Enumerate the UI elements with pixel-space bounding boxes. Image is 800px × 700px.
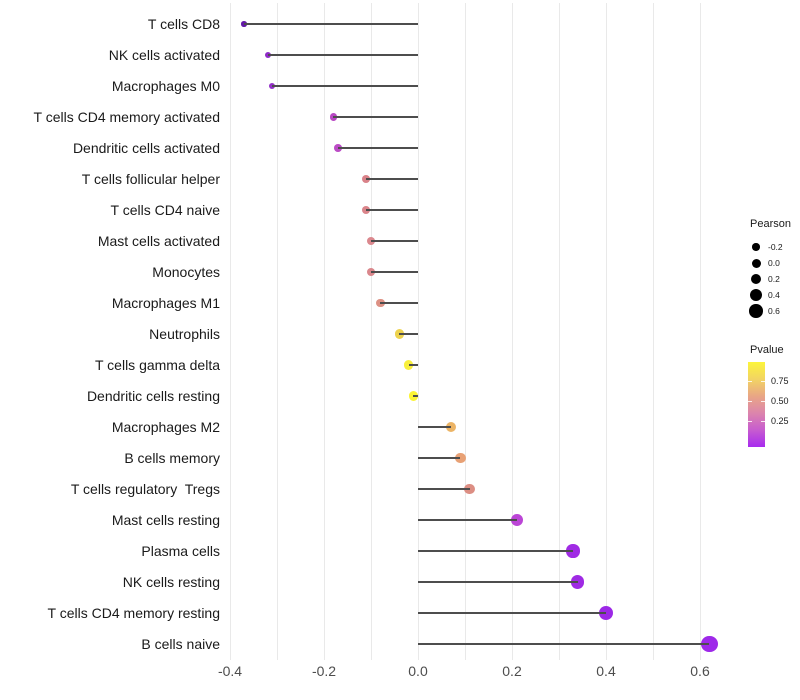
category-label: T cells gamma delta [94, 357, 220, 373]
lollipop-stem [371, 271, 418, 273]
colorbar [748, 362, 765, 447]
lollipop-dot [264, 51, 271, 59]
lollipop-dot [599, 606, 613, 620]
lollipop-stem [418, 612, 606, 614]
category-label: Monocytes [152, 264, 220, 280]
colorbar-tick-label: 0.25 [771, 416, 789, 427]
x-tick-label: -0.2 [311, 663, 337, 679]
lollipop-stem [413, 395, 418, 397]
lollipop-dot [701, 635, 718, 653]
lollipop-stem [418, 519, 517, 521]
lollipop-stem [371, 240, 418, 242]
lollipop-dot [510, 514, 523, 526]
category-label: Plasma cells [141, 543, 220, 559]
colorbar-tick-label: 0.75 [771, 376, 789, 387]
gridline [323, 3, 325, 660]
pvalue-colorbar-legend: Pvalue 0.75 0.50 0.25 [744, 344, 800, 456]
colorbar-tick [748, 401, 752, 403]
gridline [699, 3, 701, 660]
lollipop-stem [418, 550, 574, 552]
lollipop-dot [362, 205, 371, 215]
x-tick-label: -0.4 [217, 663, 243, 679]
colorbar-tick [761, 421, 765, 423]
category-label: Dendritic cells resting [86, 388, 220, 404]
legend-size-label: 0.4 [768, 290, 780, 300]
colorbar-tick [761, 381, 765, 383]
legend-size-label: 0.6 [768, 306, 780, 316]
legend-size-label: 0.2 [768, 274, 780, 284]
gridline [417, 3, 419, 660]
lollipop-dot [408, 391, 419, 401]
category-label: T cells follicular helper [81, 171, 220, 187]
category-label: Macrophages M2 [111, 419, 220, 435]
lollipop-stem [399, 333, 418, 335]
x-tick-label: 0.6 [690, 663, 710, 679]
lollipop-stem [418, 643, 710, 645]
lollipop-stem [366, 209, 418, 211]
category-label: Neutrophils [149, 326, 220, 342]
lollipop-stem [244, 23, 418, 25]
category-label: Macrophages M1 [111, 295, 220, 311]
lollipop-stem [272, 85, 418, 87]
gridline [229, 3, 231, 660]
category-label: T cells CD8 [147, 16, 220, 32]
category-label: Dendritic cells activated [72, 140, 220, 156]
legend-title-pvalue: Pvalue [750, 344, 784, 356]
gridline [511, 3, 513, 660]
category-label: T cells CD4 memory activated [33, 109, 220, 125]
colorbar-tick [761, 401, 765, 403]
lollipop-stem [418, 488, 470, 490]
pearson-size-legend: Pearson -0.2 0.0 0.2 0.4 0.6 [744, 218, 800, 328]
legend-size-label: -0.2 [768, 242, 783, 252]
legend-size-dot [750, 289, 762, 301]
legend-size-dot [750, 273, 762, 285]
category-label: T cells regulatory Tregs [70, 481, 220, 497]
lollipop-stem [418, 581, 578, 583]
category-label: T cells CD4 memory resting [47, 605, 220, 621]
lollipop-stem [267, 54, 418, 56]
lollipop-dot [241, 21, 247, 27]
category-label: B cells memory [124, 450, 220, 466]
lollipop-stem [333, 116, 418, 118]
colorbar-tick [748, 381, 752, 383]
lollipop-stem [418, 426, 451, 428]
legend-size-dot [752, 243, 760, 251]
lollipop-dot [329, 113, 338, 121]
legend-title-pearson: Pearson [750, 218, 791, 230]
gridline [558, 3, 560, 660]
lollipop-dot [362, 174, 371, 184]
colorbar-tick-label: 0.50 [771, 396, 789, 407]
x-tick-label: 0.2 [502, 663, 522, 679]
lollipop-stem [338, 147, 418, 149]
lollipop-stem [366, 178, 418, 180]
lollipop-stem [418, 457, 461, 459]
x-tick-label: 0.0 [408, 663, 428, 679]
x-tick-label: 0.4 [596, 663, 616, 679]
legend-size-label: 0.0 [768, 258, 780, 268]
gridline [605, 3, 607, 660]
gridline [464, 3, 466, 660]
category-label: B cells naive [141, 636, 220, 652]
category-label: NK cells resting [122, 574, 220, 590]
gridline [370, 3, 372, 660]
gridline [652, 3, 654, 660]
lollipop-stem [380, 302, 418, 304]
lollipop-stem [408, 364, 418, 366]
category-label: Mast cells activated [97, 233, 220, 249]
category-label: Macrophages M0 [111, 78, 220, 94]
category-label: Mast cells resting [111, 512, 220, 528]
lollipop-dot [566, 544, 580, 558]
legend-size-dot [751, 258, 761, 268]
legend-size-dot [749, 304, 763, 318]
category-label: T cells CD4 naive [110, 202, 220, 218]
colorbar-tick [748, 421, 752, 423]
category-label: NK cells activated [108, 47, 220, 63]
gridline [276, 3, 278, 660]
